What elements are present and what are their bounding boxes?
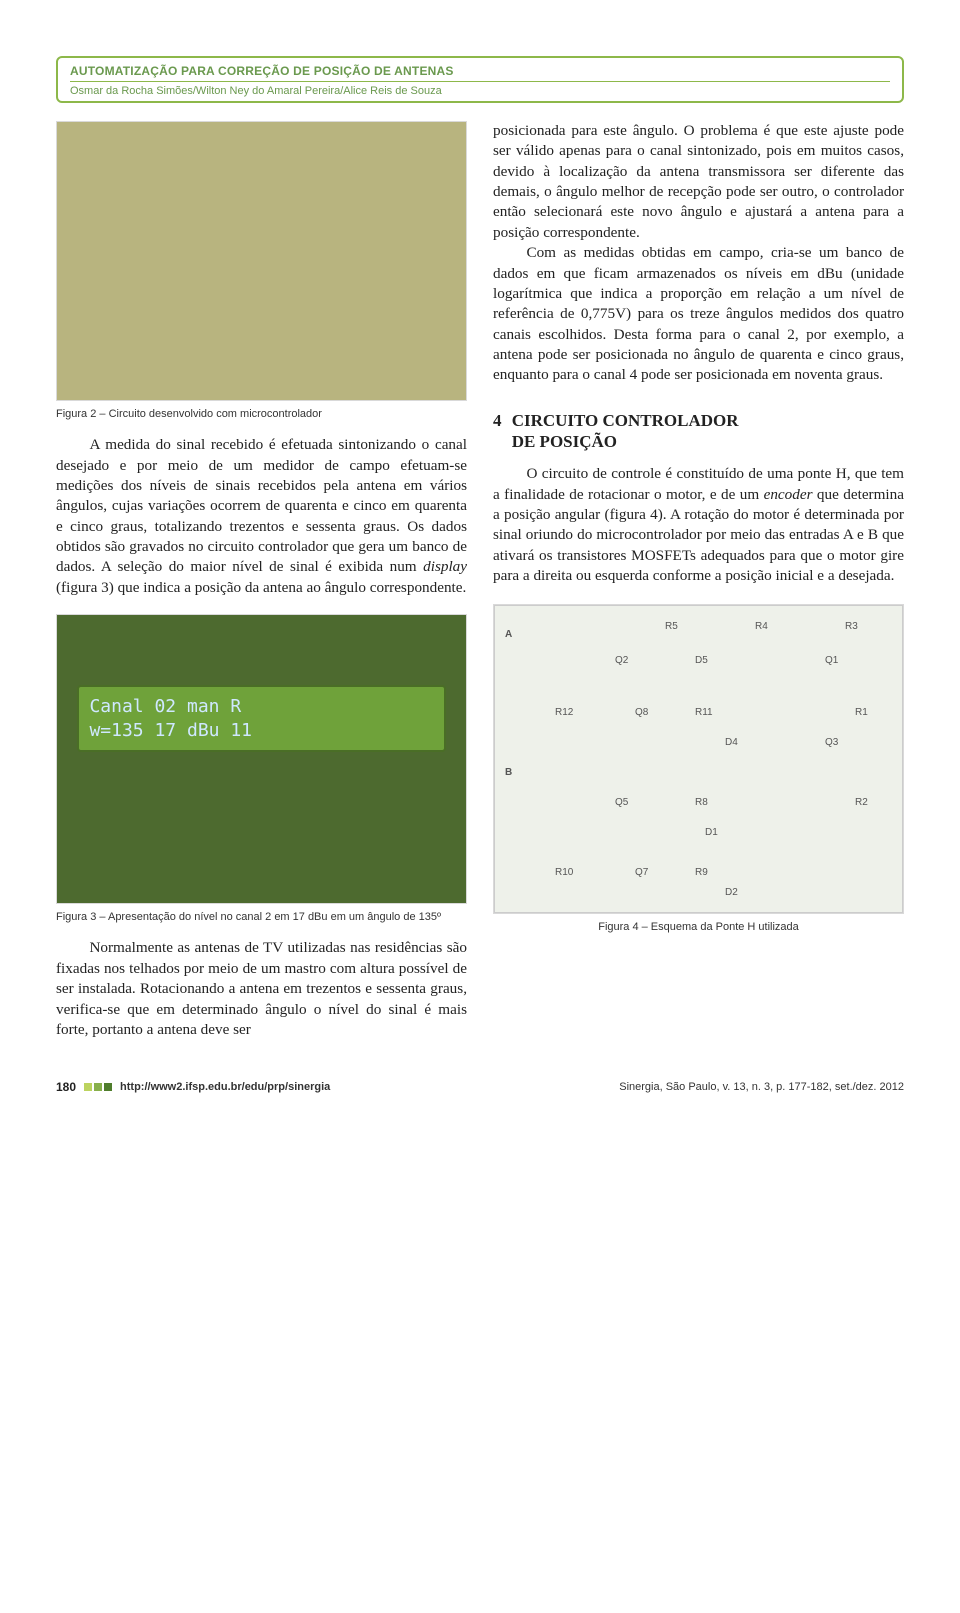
- section-number: 4: [493, 410, 512, 431]
- schematic-label: Q3: [825, 736, 838, 749]
- schematic-label: R12: [555, 706, 573, 719]
- schematic-label: R8: [695, 796, 708, 809]
- page-number: 180: [56, 1080, 76, 1094]
- schematic-label: Q1: [825, 654, 838, 667]
- article-header: AUTOMATIZAÇÃO PARA CORREÇÃO DE POSIÇÃO D…: [56, 56, 904, 103]
- paragraph: Com as medidas obtidas em campo, cria-se…: [493, 243, 904, 386]
- paragraph: A medida do sinal recebido é efetuada si…: [56, 435, 467, 598]
- footer-url: http://www2.ifsp.edu.br/edu/prp/sinergia: [120, 1081, 330, 1093]
- paragraph: O circuito de controle é constituído de …: [493, 464, 904, 586]
- schematic-label: B: [505, 766, 512, 779]
- schematic-label: D2: [725, 886, 738, 899]
- schematic-label: R11: [695, 706, 713, 719]
- lcd-line-1: Canal 02 man R: [89, 695, 433, 718]
- figure-3-caption: Figura 3 – Apresentação do nível no cana…: [56, 910, 467, 924]
- schematic-label: R4: [755, 620, 768, 633]
- schematic-label: Q8: [635, 706, 648, 719]
- schematic-label: R10: [555, 866, 573, 879]
- lcd-line-2: w=135 17 dBu 11: [89, 719, 433, 742]
- schematic-label: R9: [695, 866, 708, 879]
- section-heading: 4CIRCUITO CONTROLADOR DE POSIÇÃO: [493, 410, 904, 453]
- article-authors: Osmar da Rocha Simões/Wilton Ney do Amar…: [70, 82, 890, 97]
- figure-4-image: A B R5 R4 R3 Q2 D5 Q1 R12 Q8 R11 D4 Q3 R…: [493, 604, 904, 914]
- footer-squares-icon: [84, 1083, 112, 1091]
- page-footer: 180 http://www2.ifsp.edu.br/edu/prp/sine…: [56, 1080, 904, 1094]
- schematic-label: A: [505, 628, 512, 641]
- schematic-label: R2: [855, 796, 868, 809]
- right-column: posicionada para este ângulo. O problema…: [493, 121, 904, 1040]
- paragraph: Normalmente as antenas de TV utilizadas …: [56, 938, 467, 1040]
- figure-3-image: Canal 02 man R w=135 17 dBu 11: [56, 614, 467, 904]
- schematic-label: R1: [855, 706, 868, 719]
- figure-2-caption: Figura 2 – Circuito desenvolvido com mic…: [56, 407, 467, 421]
- article-title: AUTOMATIZAÇÃO PARA CORREÇÃO DE POSIÇÃO D…: [70, 64, 890, 82]
- schematic-label: D4: [725, 736, 738, 749]
- left-column: Figura 2 – Circuito desenvolvido com mic…: [56, 121, 467, 1040]
- schematic-label: D1: [705, 826, 718, 839]
- section-title-line2: DE POSIÇÃO: [493, 431, 904, 452]
- figure-2-image: [56, 121, 467, 401]
- schematic-label: R5: [665, 620, 678, 633]
- schematic-label: R3: [845, 620, 858, 633]
- lcd-display: Canal 02 man R w=135 17 dBu 11: [77, 685, 445, 752]
- schematic-label: Q5: [615, 796, 628, 809]
- figure-4-caption: Figura 4 – Esquema da Ponte H utilizada: [493, 920, 904, 934]
- section-title-line1: CIRCUITO CONTROLADOR: [512, 411, 739, 430]
- schematic-label: Q2: [615, 654, 628, 667]
- schematic-label: D5: [695, 654, 708, 667]
- paragraph: posicionada para este ângulo. O problema…: [493, 121, 904, 243]
- schematic-label: Q7: [635, 866, 648, 879]
- footer-citation: Sinergia, São Paulo, v. 13, n. 3, p. 177…: [619, 1081, 904, 1093]
